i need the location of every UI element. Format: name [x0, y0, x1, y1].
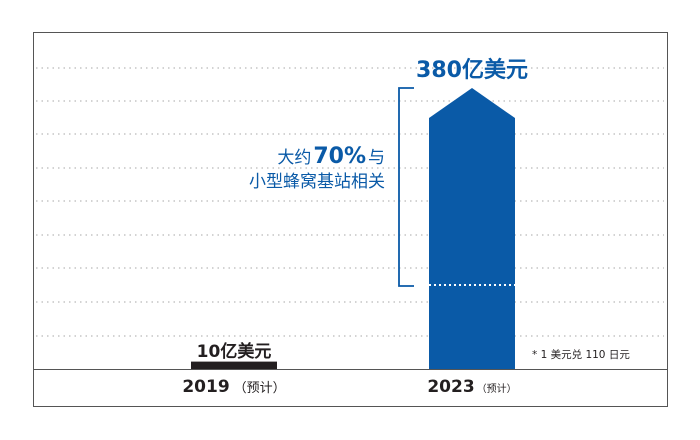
annotation-bracket	[398, 87, 414, 287]
x-tick-label-2019: 2019 （预计）	[182, 377, 285, 397]
bars	[191, 88, 515, 369]
value-label-2019: 10亿美元	[197, 341, 272, 362]
footnote: * 1 美元兑 110 日元	[532, 348, 630, 361]
x-tick-label-2023: 2023 （预计）	[427, 377, 516, 397]
bar-2019	[191, 361, 277, 369]
value-label-2023: 380亿美元	[416, 57, 528, 83]
grid-lines	[36, 67, 664, 337]
annotation-line-1: 大约70% 与	[277, 144, 385, 169]
annotation-line-2: 小型蜂窝基站相关	[249, 172, 385, 192]
bar-2023	[429, 88, 515, 369]
plot-frame	[33, 32, 668, 407]
